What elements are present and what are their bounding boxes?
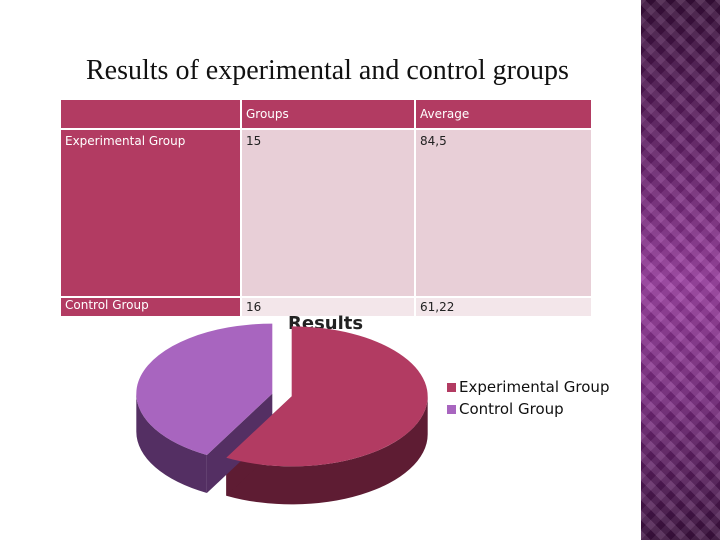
- legend-item: Control Group: [447, 398, 609, 420]
- pie-slice-wall-0: [226, 396, 428, 505]
- row-label: Experimental Group: [61, 129, 242, 298]
- legend-item: Experimental Group: [447, 376, 609, 398]
- header-cell-groups: Groups: [241, 100, 416, 130]
- pie-slice-0: [226, 326, 428, 467]
- pie-slice-side-1: [136, 393, 273, 494]
- results-table: Groups Average Experimental Group 15 84,…: [61, 100, 593, 316]
- table-row: Control Group 16 61,22: [61, 297, 593, 316]
- groups-value: 16: [241, 297, 416, 316]
- table-header-row: Groups Average: [61, 100, 593, 130]
- legend-swatch-experimental: [447, 382, 456, 392]
- slide-title: Results of experimental and control grou…: [86, 55, 569, 86]
- pie-slice-wall-1: [136, 393, 207, 494]
- average-value: 84,5: [415, 129, 593, 298]
- legend-label-control: Control Group: [459, 400, 564, 418]
- average-value: 61,22: [415, 297, 593, 316]
- header-cell-average: Average: [415, 100, 593, 130]
- chart-legend: Experimental Group Control Group: [447, 376, 609, 420]
- groups-value: 15: [241, 129, 416, 298]
- row-label: Control Group: [61, 297, 242, 316]
- table-row: Experimental Group 15 84,5: [61, 129, 593, 298]
- legend-swatch-control: [447, 404, 456, 414]
- decorative-side-panel: [641, 0, 720, 540]
- pie-slice-1: [136, 323, 273, 456]
- header-cell-empty: [61, 100, 242, 130]
- legend-label-experimental: Experimental Group: [459, 378, 610, 396]
- pie-slice-cut-1-0: [206, 393, 273, 494]
